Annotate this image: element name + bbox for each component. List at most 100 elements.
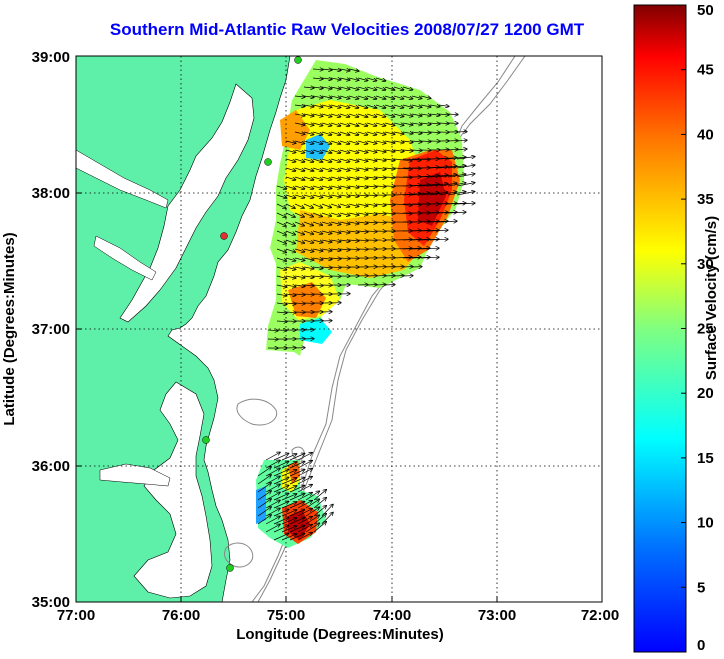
colorbar-tick-label: 0 — [697, 637, 705, 654]
velocity-arrow — [411, 96, 422, 99]
velocity-arrow — [366, 159, 377, 161]
velocity-arrow — [420, 141, 431, 142]
velocity-arrow — [321, 131, 332, 135]
velocity-arrow — [303, 203, 313, 208]
colorbar-label: Surface Velocity (cm/s) — [703, 216, 720, 380]
x-tick-label: 76:00 — [162, 607, 200, 624]
velocity-arrow — [294, 294, 305, 295]
velocity-arrow — [357, 95, 368, 99]
velocity-arrow — [330, 222, 341, 225]
map-title: Southern Mid-Atlantic Raw Velocities 200… — [109, 20, 585, 39]
velocity-arrow — [375, 150, 386, 152]
potomac-river — [76, 149, 169, 209]
velocity-arrow — [438, 212, 457, 213]
velocity-arrow — [339, 149, 350, 153]
velocity-arrow — [420, 230, 439, 231]
velocity-arrow — [384, 95, 395, 99]
velocity-arrow — [303, 105, 314, 107]
velocity-arrow — [267, 330, 278, 331]
velocity-arrow — [276, 303, 287, 304]
velocity-arrow — [305, 523, 319, 533]
velocity-arrow — [375, 77, 386, 81]
velocity-arrow — [285, 185, 296, 189]
velocity-arrow — [357, 140, 368, 144]
velocity-arrow — [411, 132, 422, 133]
velocity-arrow — [348, 168, 359, 170]
velocity-arrow — [375, 141, 386, 143]
velocity-arrow — [357, 231, 368, 232]
velocity-arrow — [348, 204, 359, 207]
velocity-arrow — [348, 177, 359, 179]
velocity-arrow — [366, 95, 377, 99]
velocity-arrow — [281, 478, 297, 485]
velocity-arrow — [281, 494, 297, 501]
velocity-arrow — [339, 122, 350, 126]
velocity-arrow — [321, 186, 332, 189]
velocity-arrow — [312, 212, 322, 217]
velocity-arrow — [294, 221, 304, 226]
velocity-arrow — [330, 167, 341, 171]
velocity-arrow — [294, 185, 305, 189]
velocity-arrow — [289, 454, 305, 461]
velocity-arrow — [312, 114, 323, 116]
velocity-arrow — [339, 104, 350, 108]
velocity-vectors — [257, 69, 475, 541]
velocity-arrow — [375, 213, 386, 214]
velocity-arrow — [312, 276, 323, 277]
velocity-arrow — [312, 240, 323, 243]
velocity-arrow — [366, 122, 377, 126]
velocity-arrow — [393, 276, 404, 277]
x-tick-label: 73:00 — [478, 607, 516, 624]
velocity-arrow — [294, 96, 305, 97]
velocity-arrow — [312, 158, 323, 162]
velocity-arrow — [402, 257, 421, 258]
velocity-arrow — [429, 123, 440, 124]
velocity-arrow — [339, 231, 350, 233]
velocity-arrow — [384, 177, 395, 178]
velocity-arrow — [285, 239, 295, 244]
velocity-arrow — [265, 516, 280, 525]
velocity-arrow — [375, 204, 386, 205]
velocity-arrow — [375, 132, 386, 135]
velocity-arrow — [348, 195, 359, 196]
velocity-arrow — [366, 195, 377, 196]
velocity-arrow — [357, 113, 368, 117]
york-river — [93, 235, 157, 281]
velocity-arrow — [313, 490, 326, 501]
velocity-arrow — [402, 123, 413, 125]
velocity-arrow — [297, 469, 312, 477]
velocity-arrow — [357, 204, 368, 206]
velocity-arrow — [348, 240, 359, 241]
velocity-arrow — [447, 166, 466, 169]
velocity-arrow — [285, 257, 296, 261]
x-tick-label: 75:00 — [267, 607, 305, 624]
velocity-arrow — [384, 168, 395, 169]
velocity-arrow — [357, 131, 368, 135]
velocity-arrow — [402, 86, 413, 90]
velocity-arrow — [321, 240, 332, 242]
velocity-arrow — [303, 285, 314, 286]
velocity-arrow — [438, 158, 457, 159]
velocity-arrow — [257, 507, 271, 517]
velocity-arrow — [375, 276, 386, 277]
velocity-arrow — [330, 87, 341, 89]
y-tick-labels: 35:00 36:00 37:00 38:00 39:00 — [32, 49, 70, 611]
velocity-arrow — [447, 174, 466, 178]
velocity-arrow — [281, 502, 297, 509]
velocity-arrow — [366, 213, 377, 214]
velocity-arrow — [456, 183, 475, 187]
velocity-arrow — [357, 77, 368, 81]
velocity-arrow — [366, 104, 377, 108]
velocity-arrow — [281, 518, 297, 525]
velocity-arrow — [303, 87, 314, 88]
velocity-arrow — [429, 175, 448, 177]
velocity-arrow — [339, 249, 350, 250]
velocity-arrow — [281, 486, 297, 493]
velocity-arrow — [420, 239, 439, 240]
velocity-arrow — [312, 140, 323, 144]
velocity-arrow — [438, 183, 457, 187]
velocity-arrow — [393, 257, 412, 258]
velocity-arrow — [357, 168, 368, 170]
velocity-arrow — [438, 114, 449, 115]
velocity-arrow — [305, 491, 319, 501]
